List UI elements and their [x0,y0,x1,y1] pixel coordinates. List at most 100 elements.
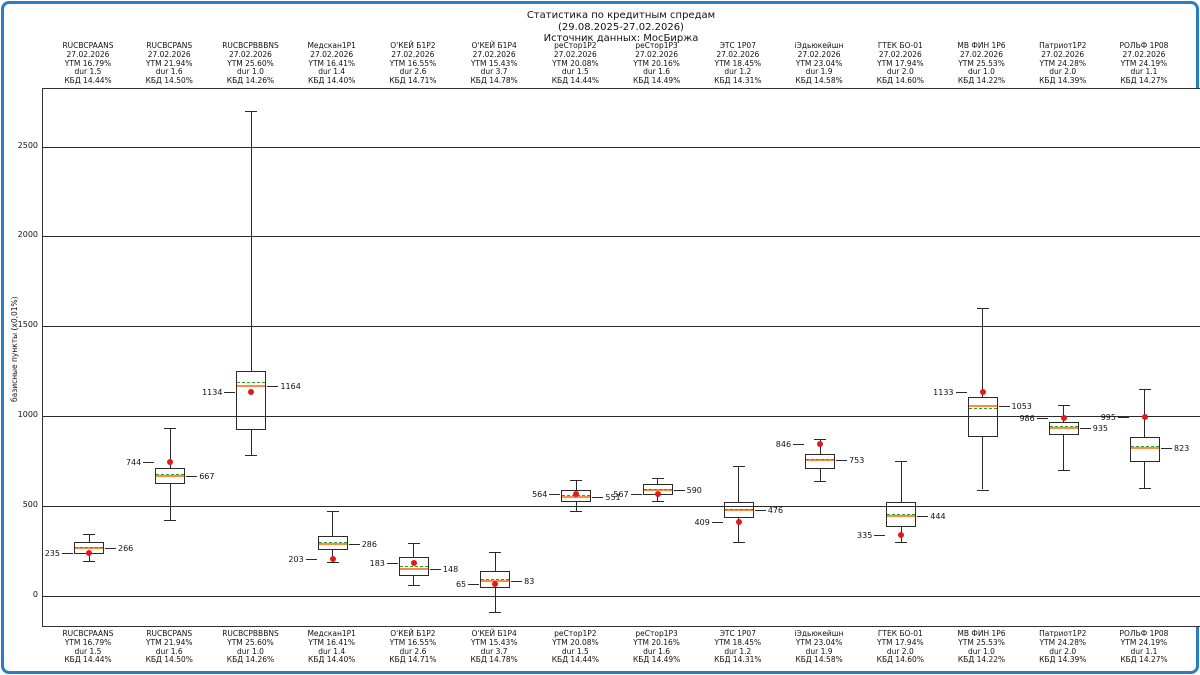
gridline [43,146,1200,148]
series-kbd: КБД 14.26% [226,655,275,665]
gridline [43,236,1200,238]
series-name: Патриот1Р2 [1039,629,1087,638]
y-tick-label: 0 [32,589,38,599]
whisker-lower [413,575,415,585]
series-dur: dur 1.2 [724,646,752,656]
current-value-dot [654,490,661,497]
series-name: реСтор1Р3 [635,629,678,638]
series-ytm: YTM 23.04% [795,58,843,68]
series-ytm: YTM 24.19% [1120,58,1168,68]
left-label-connector [711,522,723,523]
series-ytm: YTM 17.94% [876,637,924,647]
series-top-label: О'КЕЙ Б1Р2 27.02.2026 YTM 16.55% dur 2.6 КБД… [368,41,458,86]
series-dur: dur 1.0 [968,646,995,656]
series-ytm: YTM 16.55% [389,637,437,647]
series-ytm: YTM 21.94% [145,637,193,647]
value-label-right: 476 [767,505,784,515]
series-kbd: КБД 14.22% [957,76,1006,86]
right-label-connector [267,386,279,388]
left-label-connector [386,562,398,564]
y-tick-label: 1000 [17,409,38,419]
series-name: Патриот1Р2 [1039,41,1087,50]
median-line [399,567,428,570]
series-name: ГТЕК БО-01 [877,41,923,50]
whisker-cap-bottom [570,511,583,513]
series-kbd: КБД 14.44% [64,655,112,665]
series-kbd: КБД 14.44% [551,76,600,86]
series-name: Медскан1Р1 [307,41,356,50]
value-label-right: 753 [849,456,865,466]
value-label-right: 590 [686,485,702,495]
value-label-right: 1053 [1011,402,1032,412]
left-label-connector [549,494,561,496]
whisker-cap-bottom [814,480,827,482]
series-kbd: КБД 14.78% [470,655,518,665]
mean-line [724,508,753,510]
value-label-left: 744 [125,457,142,467]
whisker-lower [88,553,90,562]
left-label-connector [793,443,805,445]
chart-source: Источник данных: МосБиржа [543,33,699,44]
plot-area: 235 266 744 667 1134 1164 203 286 183 148 65 83 564 5… [42,88,1200,627]
whisker-lower [1063,434,1065,470]
value-label-left: 183 [369,558,385,568]
series-dur: dur 1.4 [318,67,346,77]
series-dur: dur 1.0 [236,67,264,77]
whisker-upper [900,460,902,503]
series-name: реСтор1Р2 [554,629,597,638]
median-line [887,514,916,517]
series-dur: dur 1.1 [1130,646,1158,656]
series-kbd: КБД 14.27% [1120,76,1168,86]
series-dur: dur 1.5 [74,67,102,77]
series-ytm: YTM 16.79% [64,637,112,647]
whisker-cap-bottom [651,501,664,503]
gridline [43,326,1200,328]
left-label-connector [143,461,155,463]
series-name: МВ ФИН 1Р6 [957,629,1006,638]
whisker-upper [1063,405,1065,422]
series-name: RUCBCPAANS [62,41,114,50]
mean-line [1049,426,1078,427]
series-kbd: КБД 14.71% [389,76,437,86]
series-name: О'КЕЙ Б1Р2 [390,629,436,638]
boxplot-box [805,453,836,470]
series-ytm: YTM 15.43% [470,58,518,68]
boxplot-box [723,502,754,518]
series-ytm: YTM 25.60% [227,58,274,68]
median-line [806,459,835,462]
left-label-connector [630,493,642,495]
series-dur: dur 1.6 [643,646,671,656]
current-value-dot [817,440,824,447]
whisker-upper [738,466,740,503]
series-dur: dur 3.7 [480,67,508,77]
series-bottom-label: реСтор1Р3 YTM 20.16% dur 1.6 КБД 14.49% [612,629,702,665]
series-dur: dur 1.4 [318,646,346,656]
left-label-connector [468,583,480,585]
median-line [1130,446,1159,449]
value-label-left: 203 [288,555,304,564]
value-label-left: 986 [1019,414,1035,424]
whisker-cap-bottom [489,611,502,613]
series-date: 27.02.2026 [472,49,516,59]
series-ytm: YTM 20.16% [633,637,680,647]
right-label-connector [998,406,1010,408]
mean-line [887,514,916,515]
series-date: 27.02.2026 [1041,49,1085,59]
current-value-dot [898,532,905,539]
boxplot-box [967,397,998,438]
whisker-lower [169,483,171,521]
series-bottom-label: РОЛЬФ 1Р08 YTM 24.19% dur 1.1 КБД 14.27% [1099,629,1189,665]
right-label-connector [673,489,685,491]
series-date: 27.02.2026 [635,49,679,59]
whisker-upper [657,477,659,485]
series-ytm: YTM 20.08% [552,637,599,647]
current-value-dot [329,556,336,562]
series-name: RUCBCPBBBNS [222,629,279,638]
mean-line [75,547,103,549]
value-label-left: 409 [694,518,710,527]
series-date: 27.02.2026 [66,49,110,59]
series-bottom-label: О'КЕЙ Б1Р2 YTM 16.55% dur 2.6 КБД 14.71% [368,629,458,665]
series-top-label: RUCBCPAANS 27.02.2026 YTM 16.79% dur 1.5 КБД… [43,41,133,86]
right-label-connector [592,496,604,498]
mean-line [481,578,510,580]
